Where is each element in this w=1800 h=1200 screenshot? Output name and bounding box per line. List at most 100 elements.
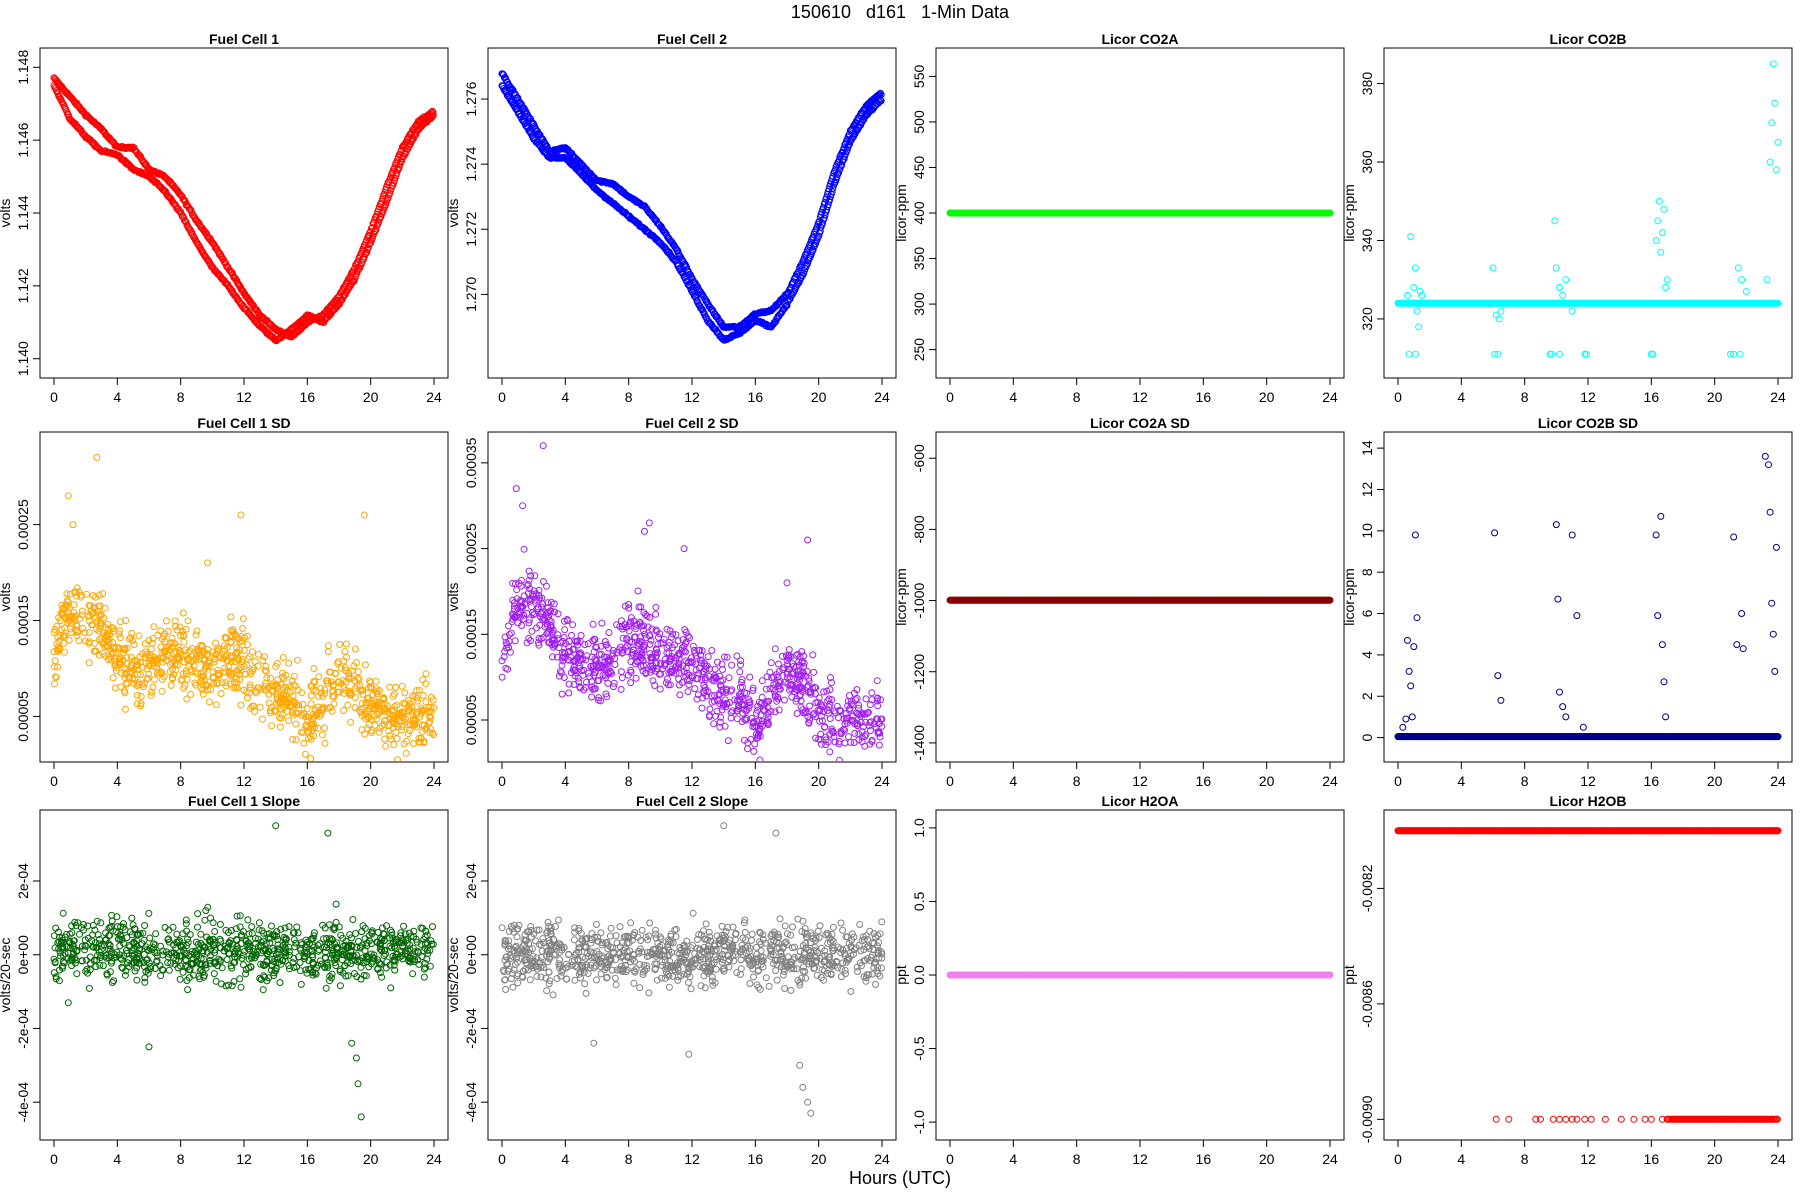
data-point [749,687,757,694]
data-point [276,723,284,731]
data-point [835,756,843,761]
data-point [290,672,298,680]
data-point [753,734,761,742]
data-point [630,646,638,654]
data-point [345,675,353,683]
data-point [78,607,86,615]
y-tick-label: 1.142 [15,268,31,303]
data-point [115,658,123,666]
data-point [656,685,664,693]
data-point [278,673,286,681]
data-point [365,698,373,706]
data-point [255,650,262,658]
data-point [93,625,101,633]
data-point [161,648,169,656]
data-point [191,679,199,687]
data-point [691,685,699,693]
data-point [525,616,533,624]
data-point [528,627,536,635]
data-point [653,649,661,657]
data-point [267,704,275,711]
data-point [1491,350,1499,358]
data-point [860,710,868,718]
data-point [79,107,86,115]
data-point [59,604,67,612]
data-point [669,630,677,638]
y-tick-label: 1.144 [15,195,31,230]
data-point [649,677,657,685]
data-point [513,586,521,594]
data-point [402,749,410,757]
data-point [340,683,348,691]
data-point [230,678,238,686]
data-point [111,657,119,665]
data-point [822,741,830,749]
data-point [652,603,660,611]
data-point [420,706,428,714]
data-point [307,692,315,700]
data-point [285,659,293,667]
data-point [70,601,78,609]
data-point [137,693,145,700]
data-point [351,704,359,712]
data-point [174,661,182,669]
data-point [246,681,254,689]
data-point [727,687,735,695]
data-point [292,736,300,744]
data-point [376,725,384,732]
data-point [273,659,281,667]
data-point [828,696,836,704]
data-point [868,736,876,744]
data-point [332,669,340,677]
data-point [1771,99,1779,107]
data-point [746,673,754,681]
data-point [419,691,427,699]
data-point [800,662,808,670]
data-point [387,714,394,722]
data-point [133,691,141,699]
data-point [1727,350,1734,358]
x-tick-label: 20 [1259,389,1275,405]
data-point [1548,350,1556,358]
y-tick-label: 0.00025 [15,499,31,550]
data-point [683,278,691,286]
y-tick-label: 0.00005 [463,694,479,745]
data-point [395,710,403,718]
data-point [278,705,285,713]
x-tick-label: 12 [236,773,252,789]
data-point [1772,166,1780,174]
data-point [753,706,761,714]
data-point [845,733,852,741]
data-point [115,630,123,638]
plot-frame [39,47,449,379]
data-point [95,651,103,659]
data-point [221,664,229,672]
data-point [111,684,119,692]
data-point [109,674,117,682]
data-point [652,645,660,653]
data-point [329,687,337,695]
data-point [289,711,297,719]
data-point [708,698,716,706]
data-point [501,633,509,641]
data-point [812,734,820,742]
data-point [1654,217,1662,225]
y-tick-label: 0.00025 [463,523,479,574]
data-point [728,661,736,669]
data-point [426,729,434,737]
data-point [874,702,882,710]
data-point [218,679,226,687]
data-point [128,669,136,677]
data-point [53,622,61,630]
data-point [371,721,379,729]
data-point [364,724,372,732]
data-point [353,682,361,690]
data-point [267,707,274,715]
data-point [233,648,241,656]
data-point [150,623,158,631]
data-point [199,668,207,676]
data-point [372,225,380,233]
data-point [262,667,270,675]
data-point [831,179,838,187]
